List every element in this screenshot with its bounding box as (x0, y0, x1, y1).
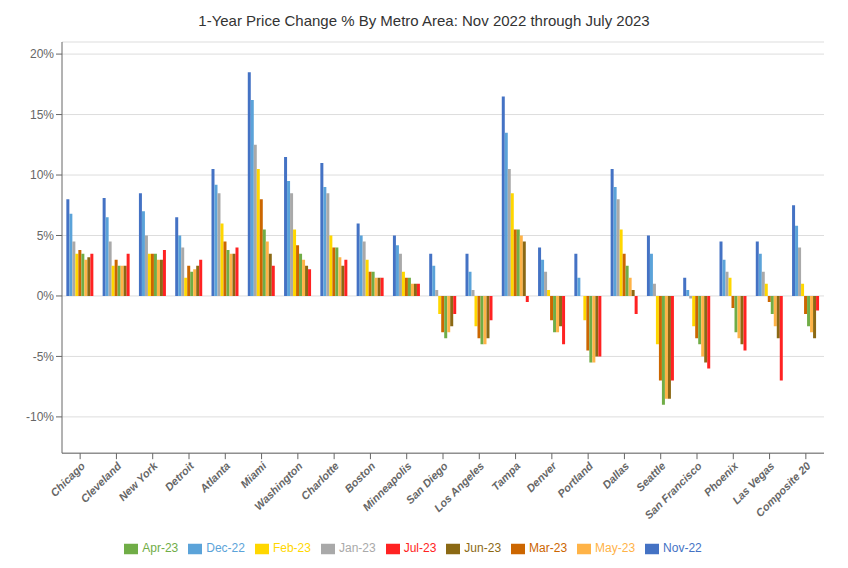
html-text:1-Year Price Change % By Metro: 1-Year Price Change % By Metro Area: Nov… (198, 12, 650, 29)
html-text:Nov-22: Nov-22 (663, 541, 702, 556)
svg-text:Denver: Denver (524, 459, 559, 494)
svg-text:San Francisco: San Francisco (642, 459, 704, 521)
svg-text:20%: 20% (30, 47, 54, 61)
svg-text:Charlotte: Charlotte (298, 460, 341, 503)
svg-text:Chicago: Chicago (47, 459, 88, 499)
svg-text:Las Vegas: Las Vegas (729, 459, 777, 507)
svg-text:Detroit: Detroit (162, 459, 196, 493)
svg-text:Tampa: Tampa (489, 460, 522, 493)
svg-text:Composite 20: Composite 20 (753, 459, 813, 519)
html-text:Jan-23: Jan-23 (339, 541, 376, 556)
svg-text:Cleveland: Cleveland (78, 459, 123, 504)
svg-text:Atlanta: Atlanta (197, 460, 233, 496)
svg-text:-10%: -10% (26, 410, 54, 424)
svg-text:Boston: Boston (342, 459, 377, 494)
svg-text:15%: 15% (30, 108, 54, 122)
svg-text:San Diego: San Diego (403, 459, 450, 507)
svg-text:Dallas: Dallas (600, 460, 631, 491)
html-text:Dec-22: Dec-22 (206, 541, 245, 556)
svg-text:Seattle: Seattle (634, 460, 668, 494)
svg-text:Miami: Miami (238, 459, 269, 490)
svg-text:5%: 5% (37, 229, 55, 243)
svg-text:Portland: Portland (555, 459, 595, 499)
svg-text:-5%: -5% (33, 350, 55, 364)
svg-text:Phoenix: Phoenix (701, 459, 741, 499)
html-text:Apr-23: Apr-23 (142, 541, 179, 556)
html-text:Feb-23: Feb-23 (272, 541, 311, 556)
html-text:May-23: May-23 (595, 541, 636, 556)
svg-text:Minneapolis: Minneapolis (360, 460, 413, 513)
html-text:Jul-23: Jul-23 (403, 541, 437, 556)
svg-text:Washington: Washington (252, 459, 305, 512)
svg-text:Los Angeles: Los Angeles (432, 460, 486, 514)
html-text:Mar-23: Mar-23 (529, 541, 568, 556)
svg-text:10%: 10% (30, 168, 54, 182)
svg-text:New York: New York (116, 459, 160, 503)
html-text:Jun-23: Jun-23 (464, 541, 502, 556)
svg-text:0%: 0% (37, 289, 55, 303)
